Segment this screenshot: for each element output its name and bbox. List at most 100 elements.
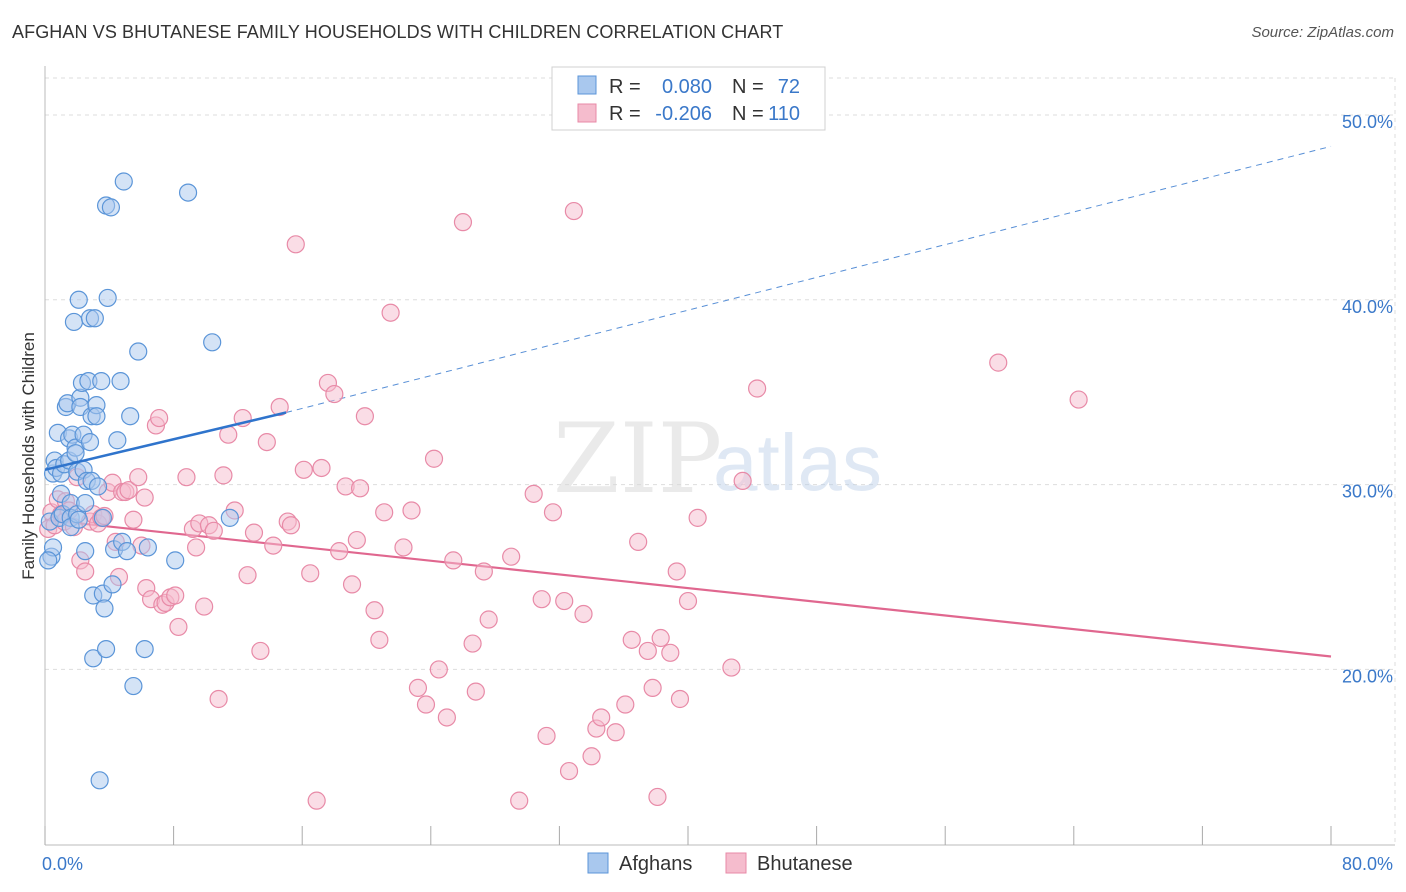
- bhutanese-point: [559, 761, 579, 781]
- bhutanese-point: [555, 591, 574, 611]
- bhutanese-point: [564, 201, 583, 221]
- bhutanese-point: [124, 510, 143, 529]
- bhutanese-point: [989, 353, 1008, 372]
- afghans-point: [85, 309, 104, 328]
- afghans-point: [87, 407, 106, 426]
- bhutanese-point: [629, 532, 648, 551]
- bhutanese-point: [129, 468, 148, 487]
- afghans-trendline: [44, 411, 287, 472]
- bhutanese-point: [238, 566, 257, 585]
- afghans-point: [93, 508, 112, 527]
- bhutanese-point: [301, 564, 320, 583]
- legend-r-label-afghans: R =: [609, 76, 646, 98]
- bhutanese-point: [606, 723, 625, 742]
- bhutanese-point: [394, 538, 413, 557]
- bhutanese-point: [444, 551, 463, 570]
- afghans-point: [108, 431, 127, 450]
- bhutanese-point: [688, 508, 707, 527]
- bhutanese-point: [257, 432, 276, 452]
- afghans-point: [69, 290, 88, 309]
- axes: [44, 66, 1395, 846]
- legend-swatch-bhutanese: [577, 103, 597, 123]
- bhutanese-point: [169, 617, 188, 637]
- afghans-point: [121, 407, 140, 426]
- afghans-point: [66, 444, 85, 463]
- source-label: Source: ZipAtlas.com: [1251, 24, 1394, 41]
- afghans-point: [203, 333, 222, 352]
- bhutanese-point: [204, 521, 223, 540]
- bhutanese-point: [76, 562, 95, 581]
- afghans-point: [117, 542, 137, 561]
- afghans-point: [98, 288, 117, 308]
- bhutanese-point: [347, 530, 366, 550]
- series-legend-swatch-bhutanese: [725, 852, 747, 874]
- afghans-point: [80, 432, 100, 452]
- bhutanese-point: [187, 538, 206, 557]
- bhutanese-point: [244, 523, 264, 542]
- bhutanese-point: [381, 303, 400, 322]
- bhutanese-point: [574, 604, 593, 624]
- bhutanese-trendline: [44, 518, 1332, 658]
- afghans-point: [84, 649, 103, 668]
- bhutanese-point: [537, 726, 556, 746]
- y-axis-title: Family Households with Children: [19, 332, 38, 580]
- bhutanese-point: [424, 449, 444, 468]
- bhutanese-point: [264, 536, 283, 555]
- bhutanese-point: [135, 488, 154, 507]
- bhutanese-point: [748, 379, 767, 398]
- bhutanese-point: [294, 460, 313, 479]
- legend-n-label-bhutanese: N =: [732, 103, 769, 125]
- bhutanese-point: [307, 791, 326, 810]
- bhutanese-point: [214, 466, 233, 485]
- afghans-trendline-extension: [286, 145, 1332, 414]
- bhutanese-point: [251, 641, 270, 661]
- series-legend-label-bhutanese: Bhutanese: [757, 853, 853, 875]
- legend-n-label-afghans: N =: [732, 76, 769, 98]
- bhutanese-point: [119, 481, 138, 500]
- afghans-point: [124, 676, 143, 696]
- legend-r-value-bhutanese: -0.206: [655, 103, 712, 125]
- bhutanese-point: [532, 590, 551, 609]
- bhutanese-point: [166, 586, 185, 605]
- afghans-point: [101, 198, 121, 217]
- bhutanese-point: [670, 689, 690, 709]
- y-tick-label: 30.0%: [1342, 482, 1393, 502]
- y-tick-label: 50.0%: [1342, 112, 1393, 132]
- bhutanese-point: [622, 630, 641, 649]
- bhutanese-point: [1069, 390, 1088, 409]
- bhutanese-point: [342, 575, 362, 594]
- bhutanese-point: [270, 397, 289, 417]
- stats-legend: R = 0.080 N = 72 R = -0.206 N = 110: [551, 66, 826, 131]
- bhutanese-point: [177, 468, 196, 487]
- afghans-point: [114, 172, 133, 191]
- bhutanese-point: [463, 634, 482, 653]
- data-points: [39, 172, 1088, 810]
- afghans-point: [76, 493, 95, 513]
- bhutanese-point: [616, 695, 635, 714]
- afghans-point: [135, 639, 154, 659]
- bhutanese-point: [474, 562, 493, 581]
- afghans-point: [103, 575, 122, 594]
- bhutanese-point: [582, 747, 601, 766]
- bhutanese-point: [325, 384, 344, 404]
- bhutanese-point: [429, 660, 448, 679]
- x-tick-label: 80.0%: [1342, 854, 1393, 874]
- bhutanese-point: [667, 562, 686, 581]
- x-tick-label: 0.0%: [42, 854, 83, 874]
- bhutanese-point: [643, 678, 662, 698]
- afghans-point: [138, 538, 157, 557]
- legend-n-value-bhutanese: 110: [768, 103, 800, 125]
- afghans-point: [95, 599, 114, 618]
- bhutanese-point: [195, 597, 214, 616]
- afghans-point: [129, 342, 148, 361]
- afghans-point: [90, 771, 109, 790]
- bhutanese-point: [416, 695, 436, 714]
- bhutanese-point: [733, 471, 752, 491]
- bhutanese-point: [150, 408, 169, 428]
- legend-swatch-afghans: [577, 75, 597, 95]
- afghans-point: [178, 183, 198, 202]
- legend-n-value-afghans: 72: [778, 76, 800, 98]
- trend-lines: [44, 145, 1332, 658]
- bhutanese-point: [466, 682, 485, 701]
- bhutanese-point: [661, 643, 680, 662]
